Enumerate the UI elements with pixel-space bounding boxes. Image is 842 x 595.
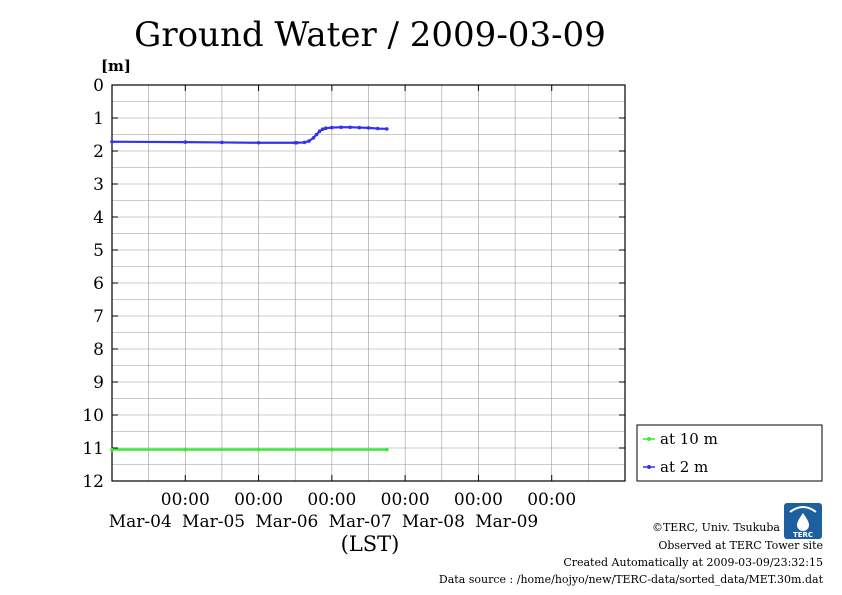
data-point-at-2m — [256, 140, 261, 145]
terc-logo: TERC — [784, 503, 822, 539]
data-point-at-10m — [256, 447, 261, 452]
x-tick-date-label: Mar-04 — [109, 512, 172, 532]
data-point-at-2m — [110, 139, 114, 144]
x-tick-time-label: 00:00 — [161, 490, 210, 510]
y-tick-label: 9 — [93, 373, 104, 393]
data-point-at-2m — [348, 125, 352, 130]
data-point-at-2m — [317, 129, 322, 133]
data-source-text: Data source : /home/hojyo/new/TERC-data/… — [439, 573, 824, 586]
data-point-at-10m — [110, 447, 114, 452]
data-point-at-2m — [320, 127, 325, 132]
logo-text: TERC — [793, 531, 813, 539]
copyright-text: ©TERC, Univ. Tsukuba — [652, 521, 780, 534]
y-tick-label: 12 — [82, 472, 104, 492]
x-tick-time-label: 00:00 — [527, 490, 576, 510]
legend-marker-at-2m — [647, 465, 651, 469]
data-point-at-10m — [183, 447, 188, 452]
x-axis-label: (LST) — [341, 532, 400, 556]
y-tick-label: 6 — [93, 274, 104, 294]
data-point-at-2m — [294, 140, 299, 145]
y-tick-label: 10 — [82, 406, 104, 426]
logo-arc-icon — [789, 506, 817, 513]
data-point-at-2m — [323, 126, 328, 131]
y-tick-label: 11 — [82, 439, 104, 459]
x-tick-date-label: Mar-05 — [182, 512, 245, 532]
legend-box — [636, 424, 823, 482]
legend-marker-at-10m — [647, 437, 651, 441]
y-tick-label: 7 — [93, 307, 104, 327]
data-point-at-2m — [357, 125, 362, 130]
x-tick-date-label: Mar-08 — [402, 512, 465, 532]
data-point-at-2m — [330, 125, 334, 130]
data-point-at-10m — [330, 447, 334, 452]
y-tick-label: 0 — [93, 76, 104, 96]
chart-title: Ground Water / 2009-03-09 — [134, 15, 606, 55]
x-tick-time-label: 00:00 — [307, 490, 356, 510]
x-tick-date-label: Mar-06 — [255, 512, 318, 532]
x-tick-time-label: 00:00 — [234, 490, 283, 510]
y-tick-label: 8 — [93, 340, 104, 360]
legend-label-at-2m: at 2 m — [660, 458, 708, 476]
x-tick-date-label: Mar-09 — [475, 512, 538, 532]
x-tick-date-label: Mar-07 — [329, 512, 392, 532]
data-point-at-2m — [366, 126, 371, 130]
data-point-at-2m — [220, 140, 224, 145]
data-point-at-2m — [183, 140, 188, 144]
series-line-at-2m — [111, 126, 387, 144]
data-point-at-2m — [302, 140, 307, 145]
y-tick-label: 2 — [93, 142, 104, 162]
x-axis-ticks: 00:00Mar-0400:00Mar-0500:00Mar-0600:00Ma… — [109, 490, 576, 532]
data-point-at-2m — [339, 125, 343, 130]
y-tick-label: 5 — [93, 241, 104, 261]
data-point-at-2m — [385, 127, 389, 131]
legend: at 10 m at 2 m — [636, 424, 823, 482]
observed-text: Observed at TERC Tower site — [658, 539, 823, 552]
grid-lines — [112, 85, 625, 481]
created-text: Created Automatically at 2009-03-09/23:3… — [563, 556, 823, 569]
series-layer — [110, 125, 389, 452]
y-tick-label: 1 — [93, 109, 104, 129]
water-drop-icon — [797, 513, 809, 531]
x-tick-time-label: 00:00 — [454, 490, 503, 510]
data-point-at-2m — [375, 126, 380, 131]
x-tick-time-label: 00:00 — [381, 490, 430, 510]
y-tick-label: 3 — [93, 175, 104, 195]
y-tick-label: 4 — [93, 208, 104, 228]
data-point-at-2m — [311, 136, 316, 140]
data-point-at-10m — [385, 447, 389, 452]
data-point-at-2m — [314, 132, 319, 137]
y-axis-unit-label: [m] — [101, 57, 131, 75]
data-point-at-2m — [307, 139, 311, 143]
legend-label-at-10m: at 10 m — [660, 430, 718, 448]
